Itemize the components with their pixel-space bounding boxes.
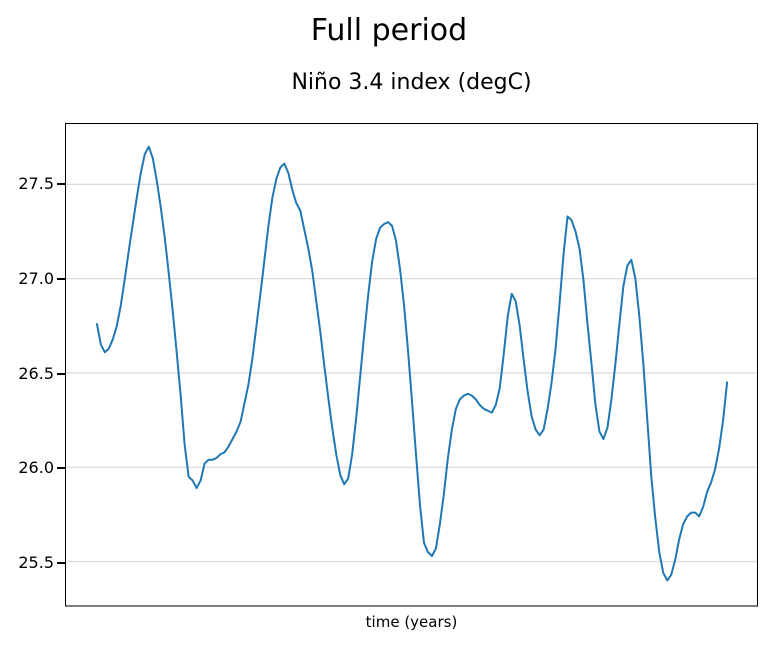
y-tick-label: 27.5	[18, 173, 54, 193]
y-tick-label: 26.5	[18, 363, 54, 383]
nino34-line-chart	[66, 145, 757, 582]
y-tick-mark	[57, 372, 65, 375]
y-tick-mark	[57, 467, 65, 470]
y-tick-mark	[57, 562, 65, 565]
plot-area	[65, 123, 758, 607]
y-tick-mark	[57, 182, 65, 185]
figure-title: Full period	[310, 13, 468, 48]
axes-title: Niño 3.4 index (degC)	[291, 70, 532, 95]
y-tick-label: 27.0	[18, 268, 54, 288]
data-series-line	[95, 145, 729, 582]
y-tick-mark	[57, 277, 65, 280]
y-tick-label: 26.0	[18, 458, 54, 478]
x-axis-label: time (years)	[365, 613, 458, 631]
y-tick-label: 25.5	[18, 553, 54, 573]
